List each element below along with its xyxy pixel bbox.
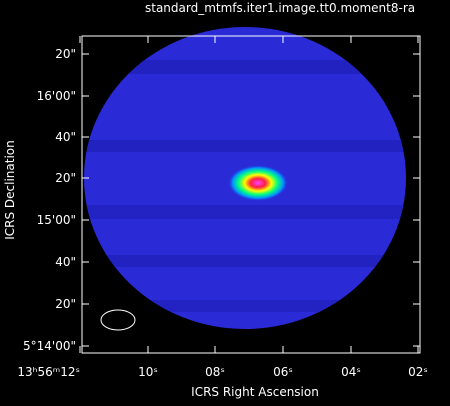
y-tick-label: 20" bbox=[55, 47, 76, 61]
title: standard_mtmfs.iter1.image.tt0.moment8-r… bbox=[145, 1, 415, 15]
x-tick-label: 08ˢ bbox=[205, 365, 225, 379]
x-tick-label: 13ʰ56ᵐ12ˢ bbox=[17, 365, 80, 379]
beam bbox=[100, 309, 136, 331]
y-tick-label: 40" bbox=[55, 130, 76, 144]
x-tick-label: 10ˢ bbox=[138, 365, 158, 379]
frame bbox=[81, 35, 421, 354]
y-tick-label: 16'00" bbox=[37, 89, 76, 103]
ticks bbox=[79, 36, 420, 353]
y-tick-label: 20" bbox=[55, 171, 76, 185]
y-tick-label: 15'00" bbox=[37, 213, 76, 227]
y-tick-label: 40" bbox=[55, 255, 76, 269]
x-tick-label: 04ˢ bbox=[341, 365, 361, 379]
y-tick-label: 20" bbox=[55, 297, 76, 311]
y-tick-label: 5°14'00" bbox=[23, 339, 76, 353]
x-tick-label: 06ˢ bbox=[273, 365, 293, 379]
x-tick-label: 02ˢ bbox=[408, 365, 428, 379]
x-axis-label: ICRS Right Ascension bbox=[191, 385, 319, 399]
y-axis-label: ICRS Declination bbox=[3, 140, 17, 240]
